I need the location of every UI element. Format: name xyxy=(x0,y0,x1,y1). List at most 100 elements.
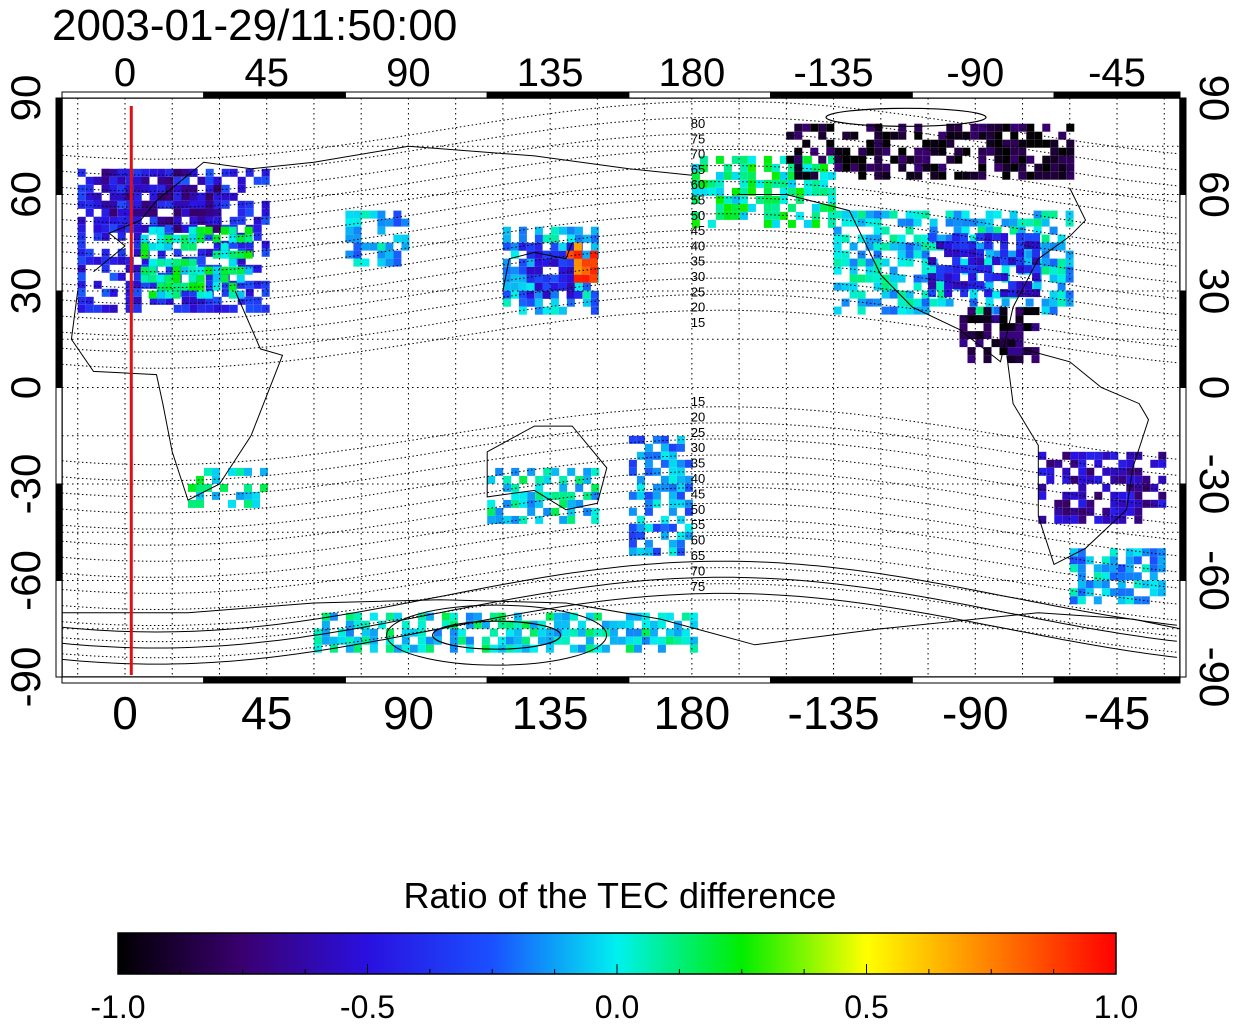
data-cell xyxy=(125,208,134,217)
contour-line xyxy=(61,245,1177,305)
data-patch xyxy=(565,242,598,283)
data-cell xyxy=(85,192,94,201)
data-cell xyxy=(165,224,174,233)
coastline xyxy=(70,290,284,501)
data-cell xyxy=(747,171,756,180)
data-cell xyxy=(1094,459,1103,468)
data-cell xyxy=(978,123,987,132)
data-cell xyxy=(196,491,204,500)
data-cell xyxy=(660,483,669,492)
data-cell xyxy=(558,306,567,315)
data-cell xyxy=(873,274,882,283)
data-cell xyxy=(196,274,205,283)
data-patch xyxy=(959,307,1040,364)
data-cell xyxy=(101,248,110,257)
scale-bar-bottom xyxy=(344,676,488,684)
data-cell xyxy=(196,475,204,484)
data-cell xyxy=(393,612,402,621)
data-cell xyxy=(1007,355,1016,364)
data-cell xyxy=(1016,281,1025,290)
data-cell xyxy=(188,274,197,283)
data-cell xyxy=(577,620,586,629)
data-cell xyxy=(253,216,262,225)
data-cell xyxy=(537,628,546,637)
data-cell xyxy=(197,304,206,313)
data-cell xyxy=(715,155,724,164)
data-cell xyxy=(1141,548,1150,557)
data-cell xyxy=(881,274,890,283)
data-cell xyxy=(827,171,836,180)
data-cell xyxy=(77,192,86,201)
data-cell xyxy=(1034,171,1043,180)
data-cell xyxy=(117,248,126,257)
data-cell xyxy=(1038,467,1047,476)
data-cell xyxy=(1118,475,1127,484)
data-cell xyxy=(569,628,578,637)
data-cell xyxy=(141,280,150,289)
data-cell xyxy=(858,147,867,156)
data-cell xyxy=(968,249,977,258)
data-cell xyxy=(1024,233,1033,242)
data-cell xyxy=(1057,242,1066,251)
data-cell xyxy=(181,208,190,217)
data-cell xyxy=(510,266,519,275)
data-cell xyxy=(977,306,986,315)
data-cell xyxy=(873,298,882,307)
data-cell xyxy=(518,290,527,299)
data-cell xyxy=(385,250,394,259)
y-tick-label-left: -30 xyxy=(2,454,49,515)
x-tick-label-bottom: -135 xyxy=(788,687,880,739)
colorbar-tick-label: -0.5 xyxy=(340,989,395,1024)
data-cell xyxy=(978,131,987,140)
data-cell xyxy=(529,620,538,629)
data-cell xyxy=(212,266,221,275)
data-cell xyxy=(787,179,796,188)
data-cell xyxy=(205,232,214,241)
data-cell xyxy=(109,184,118,193)
data-cell xyxy=(1050,155,1059,164)
data-cell xyxy=(834,147,843,156)
data-cell xyxy=(975,315,984,324)
data-cell xyxy=(975,331,984,340)
y-tick-label-right: 60 xyxy=(1191,171,1238,218)
data-cell xyxy=(141,200,150,209)
data-cell xyxy=(173,224,182,233)
data-cell xyxy=(811,179,820,188)
data-cell xyxy=(826,139,835,148)
data-cell xyxy=(1062,467,1071,476)
data-cell xyxy=(960,233,969,242)
data-cell xyxy=(930,171,939,180)
data-cell xyxy=(1062,475,1071,484)
data-cell xyxy=(983,323,992,332)
data-cell xyxy=(968,257,977,266)
data-cell xyxy=(827,219,836,228)
data-cell xyxy=(133,296,142,305)
data-cell xyxy=(857,250,866,259)
data-cell xyxy=(1057,298,1066,307)
data-cell xyxy=(1142,475,1151,484)
data-cell xyxy=(601,620,610,629)
data-cell xyxy=(1101,564,1110,573)
data-cell xyxy=(156,226,165,235)
data-cell xyxy=(503,475,512,484)
contour-label: 70 xyxy=(691,563,705,578)
data-cell xyxy=(181,288,190,297)
data-cell xyxy=(644,467,653,476)
data-cell xyxy=(591,491,600,500)
data-cell xyxy=(1032,289,1041,298)
data-cell xyxy=(518,242,527,251)
data-cell xyxy=(1015,323,1024,332)
data-cell xyxy=(393,234,402,243)
data-cell xyxy=(188,258,197,267)
data-cell xyxy=(1054,499,1063,508)
data-cell xyxy=(1078,459,1087,468)
data-cell xyxy=(567,491,576,500)
data-cell xyxy=(261,176,270,185)
scale-bar-right xyxy=(1179,387,1187,485)
data-cell xyxy=(922,163,931,172)
data-cell xyxy=(561,620,570,629)
contour-label: 50 xyxy=(691,502,705,517)
data-cell xyxy=(1057,234,1066,243)
data-cell xyxy=(542,258,551,267)
contour-ellipse-south xyxy=(386,604,608,666)
